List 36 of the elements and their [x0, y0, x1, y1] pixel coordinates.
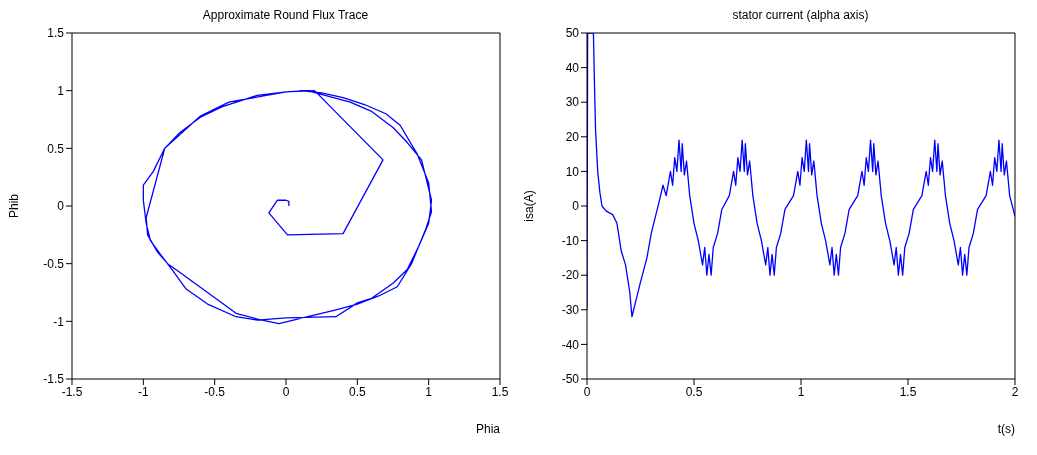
y-tick-label: 50 — [565, 26, 580, 41]
y-tick-label: -30 — [561, 303, 580, 318]
y-tick-label: 40 — [565, 60, 580, 75]
y-tick-label: -40 — [561, 337, 580, 352]
y-tick-label: 0 — [572, 199, 580, 214]
y-tick-label: 0 — [57, 199, 65, 214]
line-series — [142, 90, 433, 325]
y-tick-label: 1.5 — [47, 26, 65, 41]
x-tick-label: 0 — [583, 384, 591, 399]
x-tick-label: 1.5 — [899, 384, 917, 399]
x-tick-label: 2 — [1011, 384, 1019, 399]
y-tick-label: -10 — [561, 233, 580, 248]
x-tick-label: 1 — [425, 384, 433, 399]
x-tick-label: 0 — [282, 384, 290, 399]
y-axis-title: Phib — [7, 193, 22, 219]
y-axis-title: isa(A) — [522, 190, 537, 222]
y-tick-label: 20 — [565, 130, 580, 145]
x-tick-label: -0.5 — [204, 384, 226, 399]
chart-title: stator current (alpha axis) — [731, 8, 870, 24]
x-axis-title: t(s) — [997, 422, 1015, 436]
y-tick-label: -20 — [561, 268, 580, 283]
chart-title: Approximate Round Flux Trace — [201, 8, 370, 24]
x-tick-label: 0.5 — [348, 384, 366, 399]
x-tick-label: 1.5 — [491, 384, 509, 399]
y-tick-label: -0.5 — [43, 256, 65, 271]
x-axis-title: Phia — [475, 422, 501, 436]
y-tick-label: -1 — [53, 314, 65, 329]
y-tick-label: -1.5 — [43, 372, 65, 387]
y-tick-label: 0.5 — [47, 141, 65, 156]
y-tick-label: 1 — [57, 83, 65, 98]
y-tick-label: 10 — [565, 164, 580, 179]
x-tick-label: -1 — [138, 384, 149, 399]
x-tick-label: 0.5 — [685, 384, 703, 399]
y-tick-label: -50 — [561, 372, 580, 387]
y-tick-label: 30 — [565, 95, 580, 110]
x-tick-label: 1 — [797, 384, 805, 399]
